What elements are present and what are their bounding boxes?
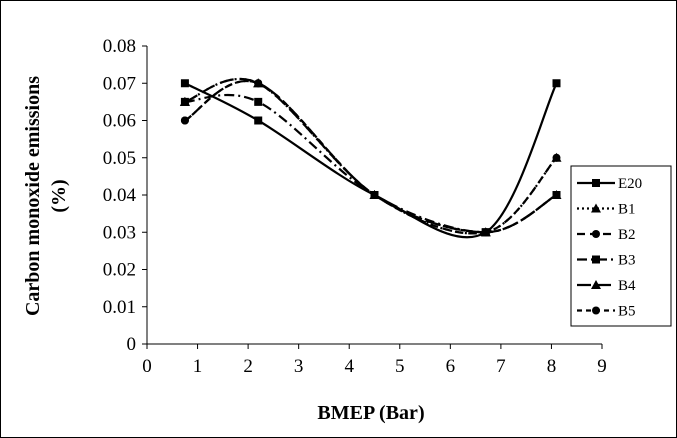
series-line-b1: [184, 77, 558, 235]
x-axis-title: BMEP (Bar): [317, 402, 424, 424]
x-tick-label: 9: [597, 356, 607, 377]
legend-marker-b3: [592, 255, 600, 264]
data-point-e20: [552, 79, 561, 88]
data-point-b2: [552, 153, 561, 162]
data-point-b5: [481, 228, 490, 237]
x-tick-label: 7: [496, 356, 506, 377]
series-line-b4: [184, 77, 558, 234]
data-point-b5: [370, 191, 379, 199]
x-tick-label: 8: [547, 356, 557, 377]
legend-marker-b2: [592, 230, 600, 238]
y-tick-label: 0.02: [103, 260, 136, 281]
legend-label-b1: B1: [618, 202, 636, 218]
series-line-b2: [184, 80, 558, 235]
y-tick-label: 0: [127, 334, 137, 355]
x-tick-label: 5: [395, 356, 405, 377]
series-line-b3: [184, 93, 558, 234]
y-axis-title-line-2: (%): [48, 179, 70, 212]
legend-label-e20: E20: [618, 176, 642, 192]
legend-label-b2: B2: [618, 227, 636, 243]
legend-label-b4: B4: [618, 278, 636, 294]
data-point-b4: [179, 96, 190, 106]
y-tick-label: 0.06: [103, 111, 136, 132]
data-point-e20: [180, 79, 189, 88]
x-tick-label: 6: [446, 356, 456, 377]
y-tick-label: 0.05: [103, 148, 136, 169]
series-markers: [179, 78, 562, 237]
y-tick-label: 0.04: [103, 185, 137, 206]
x-tick-label: 4: [344, 356, 354, 377]
legend-label-b5: B5: [618, 304, 636, 320]
data-point-b5: [254, 79, 263, 88]
x-tick-label: 1: [193, 356, 203, 377]
series-line-e20: [184, 82, 558, 239]
series-line-b5: [184, 80, 558, 234]
y-axis-title-line-1: Carbon monoxide emissions: [22, 76, 44, 316]
data-point-e20: [254, 116, 263, 125]
y-tick-label: 0.01: [103, 297, 136, 318]
legend: E20 B1 B2 B3 B4 B5: [570, 165, 672, 327]
legend-marker-e20: [592, 179, 600, 187]
data-point-b3: [254, 97, 263, 106]
legend-marker-b1: [591, 203, 601, 213]
axes: [142, 45, 603, 349]
y-tick-label: 0.03: [103, 222, 136, 243]
y-tick-label: 0.07: [103, 73, 136, 94]
tick-labels: 0 1 2 3 4 5 6 7 8 9 0 0.01 0.02 0.03 0.04 0.05 0.06 0.07 0…: [103, 36, 607, 377]
x-tick-label: 0: [142, 356, 152, 377]
y-tick-label: 0.08: [103, 36, 136, 57]
series-lines: [184, 77, 558, 239]
legend-marker-b4: [591, 280, 601, 289]
legend-label-b3: B3: [618, 253, 636, 269]
x-tick-label: 3: [294, 356, 304, 377]
data-point-b5: [180, 116, 189, 125]
legend-marker-b5: [592, 306, 600, 315]
legend-box: [570, 165, 672, 327]
x-tick-label: 2: [243, 356, 253, 377]
data-point-b5: [552, 191, 561, 199]
